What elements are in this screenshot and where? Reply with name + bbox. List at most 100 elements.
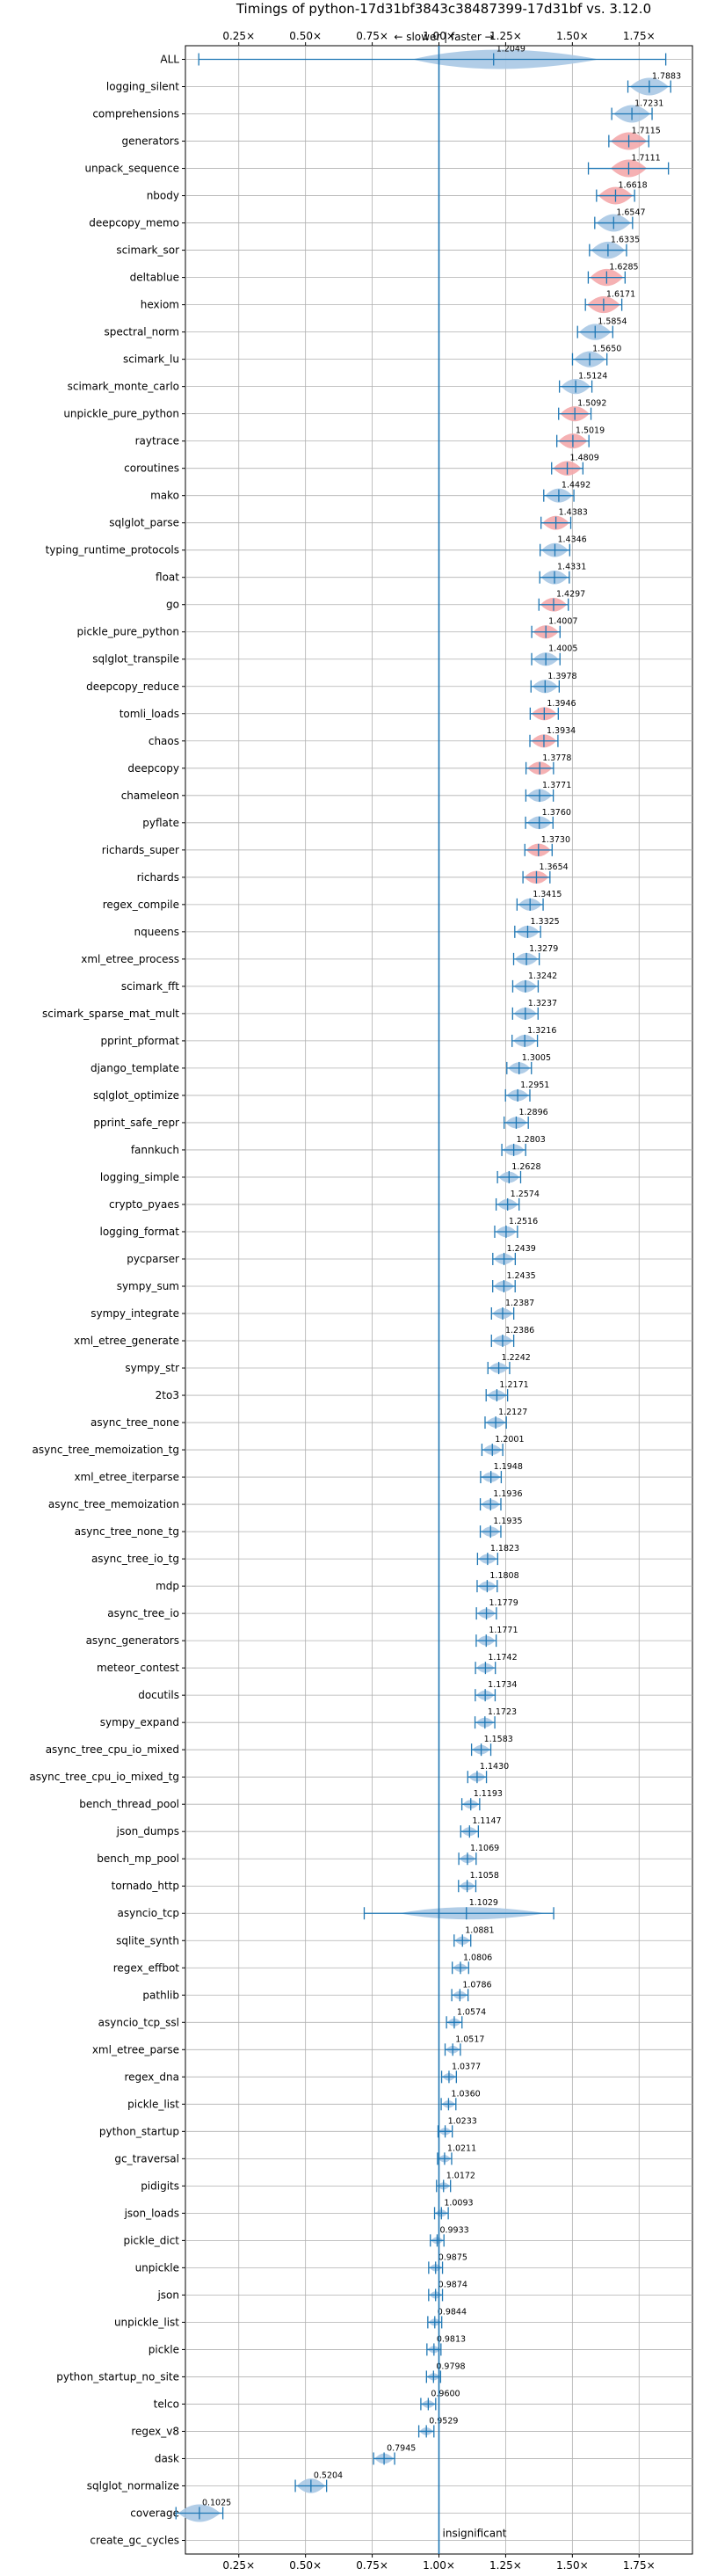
benchmark-row: generators 1.7115 xyxy=(121,127,661,150)
value-label: 1.4492 xyxy=(562,481,591,491)
benchmark-row: richards 1.3654 xyxy=(137,862,569,884)
benchmark-label: hexiom xyxy=(141,299,179,311)
value-label: 0.1025 xyxy=(202,2498,231,2507)
benchmark-label: async_tree_none xyxy=(91,1416,179,1429)
benchmark-row: sympy_str 1.2242 xyxy=(125,1353,531,1375)
benchmark-label: tomli_loads xyxy=(120,708,179,720)
benchmark-row: float 1.4331 xyxy=(156,563,586,585)
value-label: 1.5124 xyxy=(578,372,607,382)
benchmark-row: sqlglot_normalize 0.5204 xyxy=(87,2470,343,2493)
value-label: 1.3730 xyxy=(541,835,570,845)
benchmark-row: nqueens 1.3325 xyxy=(134,917,560,938)
benchmark-label: async_tree_memoization xyxy=(48,1498,179,1510)
value-label: 1.3978 xyxy=(547,672,576,681)
benchmark-row: json_loads 1.0093 xyxy=(124,2198,474,2220)
benchmark-row: scimark_monte_carlo 1.5124 xyxy=(68,372,607,395)
benchmark-label: fannkuch xyxy=(131,1144,179,1156)
benchmark-label: bench_mp_pool xyxy=(97,1852,179,1865)
benchmark-label: regex_compile xyxy=(103,899,179,911)
value-label: 0.5204 xyxy=(314,2470,343,2480)
value-label: 1.4331 xyxy=(557,563,586,572)
value-label: 1.4007 xyxy=(548,617,577,627)
benchmark-row: sympy_sum 1.2435 xyxy=(117,1271,536,1292)
tick-label-top: 0.25× xyxy=(222,30,255,42)
benchmark-row: async_tree_memoization_tg 1.2001 xyxy=(33,1435,525,1457)
value-label: 1.3771 xyxy=(542,781,571,790)
value-label: 1.6171 xyxy=(606,290,635,300)
value-label: 0.7945 xyxy=(387,2443,416,2453)
benchmark-label: float xyxy=(156,571,179,584)
value-label: 1.3654 xyxy=(539,862,568,872)
value-label: 1.4005 xyxy=(548,644,577,654)
value-label: 1.6618 xyxy=(618,181,647,191)
benchmark-row: sqlite_synth 1.0881 xyxy=(116,1925,495,1947)
benchmark-row: bench_thread_pool 1.1193 xyxy=(79,1789,503,1811)
benchmark-label: regex_effbot xyxy=(113,1961,180,1974)
value-label: 1.1069 xyxy=(470,1844,499,1853)
benchmark-label: go xyxy=(166,599,179,611)
benchmark-label: sympy_sum xyxy=(117,1280,179,1292)
benchmark-row: async_tree_cpu_io_mixed_tg 1.1430 xyxy=(29,1762,509,1784)
benchmark-label: 2to3 xyxy=(156,1389,179,1401)
benchmark-row: regex_compile 1.3415 xyxy=(103,890,562,911)
benchmark-row: asyncio_tcp 1.1029 xyxy=(117,1898,554,1920)
benchmark-row: django_template 1.3005 xyxy=(91,1053,551,1074)
value-label: 1.6547 xyxy=(616,208,645,218)
benchmark-row: pidigits 1.0172 xyxy=(141,2171,475,2193)
value-label: 1.0211 xyxy=(447,2143,476,2153)
benchmark-label: pprint_safe_repr xyxy=(93,1117,179,1129)
benchmark-label: asyncio_tcp xyxy=(117,1907,179,1919)
benchmark-label: mdp xyxy=(156,1580,179,1592)
benchmark-row: pprint_safe_repr 1.2896 xyxy=(93,1108,548,1129)
value-label: 1.1771 xyxy=(489,1626,518,1635)
benchmark-label: typing_runtime_protocols xyxy=(46,544,179,557)
benchmark-label: unpickle xyxy=(135,2261,179,2274)
tick-label-bottom: 0.25× xyxy=(222,2559,255,2572)
benchmark-label: create_gc_cycles xyxy=(90,2534,179,2546)
benchmark-row: pprint_pformat 1.3216 xyxy=(101,1026,556,1047)
benchmark-row: scimark_lu 1.5650 xyxy=(123,345,621,367)
value-label: 1.1823 xyxy=(490,1544,519,1554)
benchmark-row: async_tree_io 1.1779 xyxy=(107,1598,518,1620)
benchmark-row: mdp 1.1808 xyxy=(156,1571,519,1593)
benchmark-label: sqlite_synth xyxy=(116,1934,179,1947)
value-label: 1.0786 xyxy=(462,1980,491,1990)
benchmark-label: sqlglot_normalize xyxy=(87,2479,179,2492)
benchmark-label: pickle_dict xyxy=(124,2234,180,2246)
benchmark-label: json_dumps xyxy=(116,1825,179,1837)
benchmark-row: async_tree_memoization 1.1936 xyxy=(48,1489,523,1511)
value-label: 1.2516 xyxy=(509,1217,538,1226)
benchmark-label: deepcopy_memo xyxy=(89,217,179,229)
value-label: 1.3005 xyxy=(522,1053,551,1063)
benchmark-label: async_tree_memoization_tg xyxy=(33,1444,179,1456)
value-label: 1.3946 xyxy=(547,699,576,709)
value-label: 1.2435 xyxy=(506,1271,535,1281)
benchmark-label: deepcopy xyxy=(127,762,179,775)
value-label: 1.3279 xyxy=(529,944,558,954)
benchmark-label: raytrace xyxy=(135,435,179,448)
benchmark-label: richards xyxy=(137,871,179,884)
value-label: 1.2574 xyxy=(511,1190,540,1199)
value-label: 1.7115 xyxy=(632,127,661,136)
benchmark-label: pprint_pformat xyxy=(101,1035,180,1047)
value-label: 1.2001 xyxy=(495,1435,524,1444)
value-label: 1.2439 xyxy=(507,1244,536,1254)
value-label: 1.2628 xyxy=(511,1162,540,1172)
benchmark-label: json_loads xyxy=(124,2207,179,2219)
value-label: 1.7883 xyxy=(652,72,681,82)
benchmark-label: generators xyxy=(121,135,179,148)
benchmark-row: sqlglot_optimize 1.2951 xyxy=(93,1081,549,1102)
benchmark-row: pickle_dict 0.9933 xyxy=(124,2225,469,2247)
value-label: 1.4297 xyxy=(556,590,585,600)
benchmark-row: xml_etree_generate 1.2386 xyxy=(74,1326,534,1348)
value-label: 1.7111 xyxy=(631,154,660,164)
benchmark-row: unpack_sequence 1.7111 xyxy=(84,154,670,178)
benchmark-label: python_startup xyxy=(99,2125,179,2137)
benchmark-row: async_tree_none_tg 1.1935 xyxy=(75,1517,523,1539)
value-label: 1.1193 xyxy=(474,1789,503,1799)
benchmark-label: pidigits xyxy=(141,2179,179,2192)
benchmark-label: django_template xyxy=(91,1062,179,1074)
benchmark-row: docutils 1.1734 xyxy=(138,1680,517,1702)
benchmark-label: sympy_integrate xyxy=(91,1307,179,1320)
